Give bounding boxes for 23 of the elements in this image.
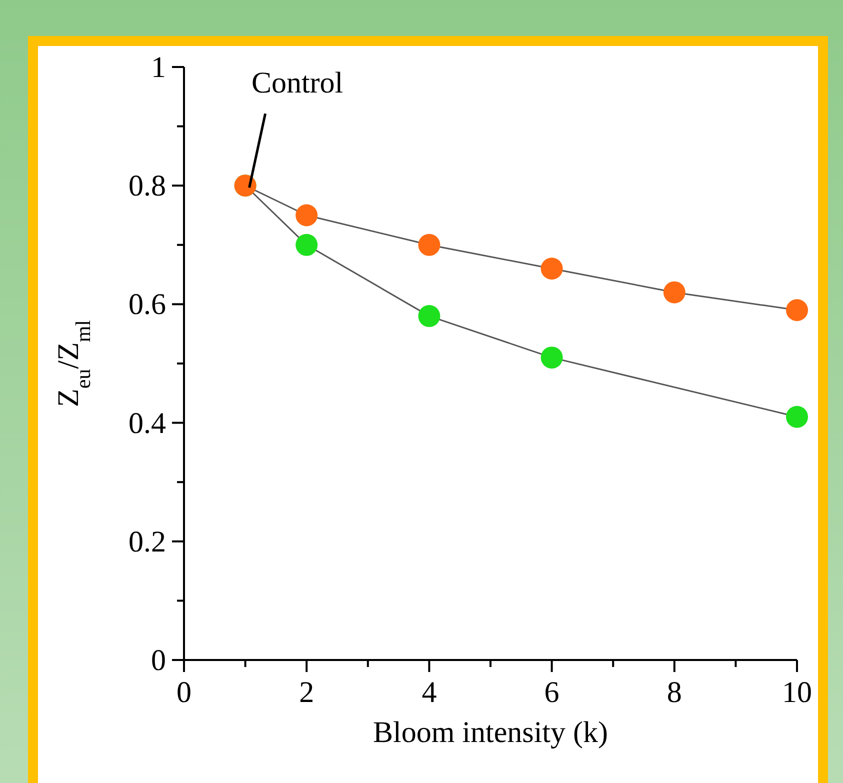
y-tick-label: 0.6 xyxy=(128,288,166,322)
x-tick-label: 4 xyxy=(422,676,437,709)
x-tick-label: 6 xyxy=(544,676,560,709)
point xyxy=(786,299,808,322)
point xyxy=(786,406,808,428)
y-tick-label: 0 xyxy=(151,644,166,677)
y-tick-label: 1 xyxy=(151,51,166,84)
x-tick-label: 8 xyxy=(666,676,682,709)
x-tick-label: 10 xyxy=(782,676,812,709)
y-tick-label: 0.8 xyxy=(128,170,166,203)
y-tick-label: 0.4 xyxy=(128,406,166,440)
x-axis-title: Bloom intensity (k) xyxy=(373,716,608,749)
point xyxy=(663,281,686,304)
point xyxy=(296,204,318,226)
annotation: Control xyxy=(251,66,344,100)
point xyxy=(418,305,440,328)
x-tick-label: 2 xyxy=(299,676,314,709)
point xyxy=(418,234,440,256)
point xyxy=(296,234,318,256)
y-tick-label: 0.2 xyxy=(128,525,166,558)
x-tick-label: 0 xyxy=(176,676,192,709)
point xyxy=(540,258,563,280)
point xyxy=(540,346,563,369)
